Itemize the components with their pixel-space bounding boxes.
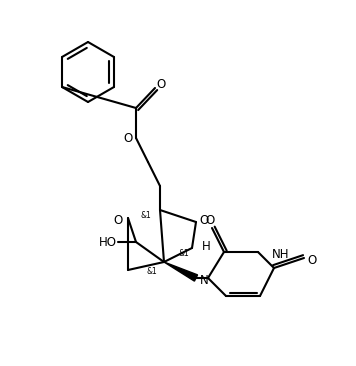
Text: &1: &1 (179, 250, 189, 258)
Text: H: H (201, 239, 210, 253)
Text: O: O (113, 213, 122, 227)
Text: O: O (307, 254, 316, 266)
Text: N: N (200, 273, 208, 287)
Text: &1: &1 (147, 268, 157, 276)
Polygon shape (164, 262, 198, 281)
Text: O: O (205, 213, 215, 227)
Text: O: O (199, 213, 209, 227)
Text: HO: HO (99, 235, 117, 249)
Text: O: O (124, 132, 133, 146)
Text: &1: &1 (141, 210, 151, 220)
Text: NH: NH (272, 247, 289, 261)
Text: O: O (156, 78, 166, 90)
